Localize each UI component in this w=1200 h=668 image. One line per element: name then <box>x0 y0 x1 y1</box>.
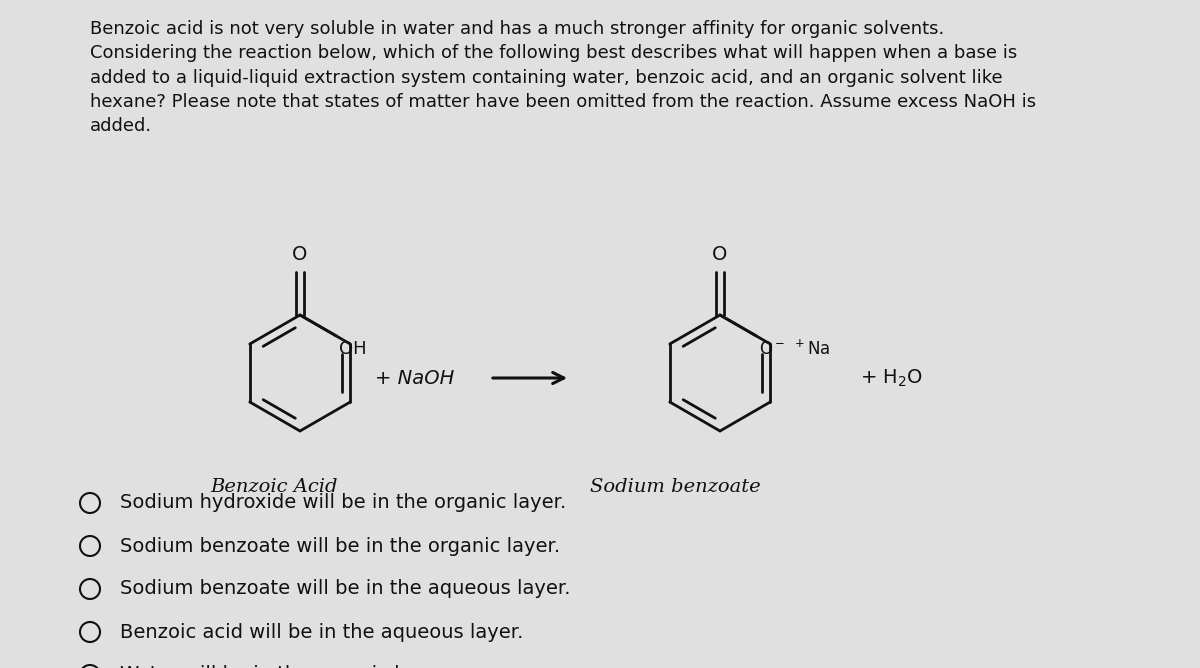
Text: O$^-$ $^+$Na: O$^-$ $^+$Na <box>760 340 830 359</box>
Text: Sodium benzoate: Sodium benzoate <box>590 478 761 496</box>
Text: Sodium benzoate will be in the aqueous layer.: Sodium benzoate will be in the aqueous l… <box>120 580 570 599</box>
Text: Sodium hydroxide will be in the organic layer.: Sodium hydroxide will be in the organic … <box>120 494 566 512</box>
Text: Benzoic Acid: Benzoic Acid <box>210 478 337 496</box>
Text: OH: OH <box>340 340 367 358</box>
Text: Benzoic acid will be in the aqueous layer.: Benzoic acid will be in the aqueous laye… <box>120 623 523 641</box>
Text: + NaOH: + NaOH <box>374 369 455 387</box>
Text: Benzoic acid is not very soluble in water and has a much stronger affinity for o: Benzoic acid is not very soluble in wate… <box>90 20 1036 135</box>
Text: O: O <box>713 244 727 263</box>
Text: Water will be in the organic layer.: Water will be in the organic layer. <box>120 665 448 668</box>
Text: O: O <box>293 244 307 263</box>
Text: + H$_2$O: + H$_2$O <box>860 367 923 389</box>
Text: Sodium benzoate will be in the organic layer.: Sodium benzoate will be in the organic l… <box>120 536 560 556</box>
